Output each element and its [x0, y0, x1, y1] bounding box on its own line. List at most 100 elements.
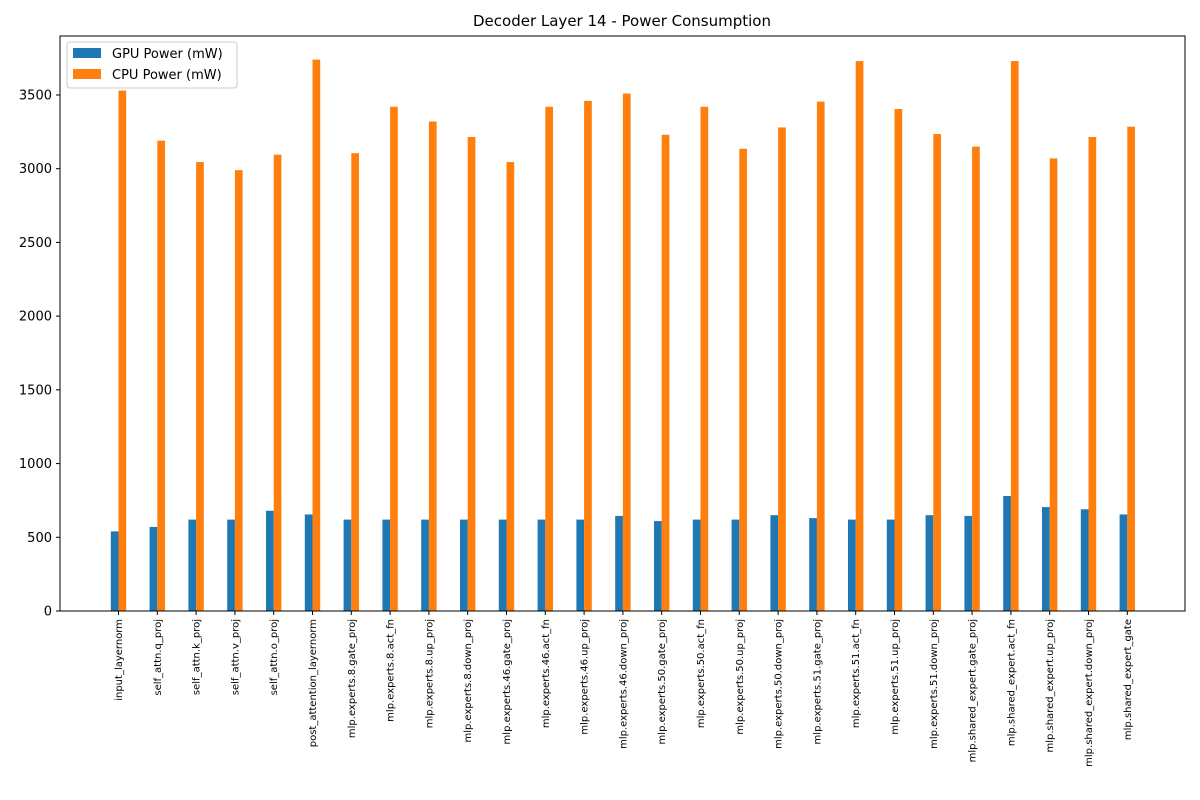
legend: GPU Power (mW) CPU Power (mW) — [66, 41, 238, 89]
gpu-bar-0 — [110, 531, 119, 611]
cpu-bar-23 — [1010, 61, 1019, 612]
gpu-bar-14 — [654, 521, 662, 611]
x-tick-label-12: mlp.experts.46.up_proj — [580, 619, 591, 735]
cpu-bar-24 — [1049, 158, 1058, 611]
gpu-bar-23 — [1003, 496, 1011, 611]
x-tick-label-7: mlp.experts.8.act_fn — [386, 619, 397, 722]
cpu-bar-18 — [816, 101, 825, 611]
x-tick-label-9: mlp.experts.8.down_proj — [463, 619, 474, 743]
gpu-bar-15 — [692, 519, 701, 611]
x-tick-label-14: mlp.experts.50.gate_proj — [657, 619, 668, 744]
cpu-bar-3 — [234, 170, 243, 611]
cpu-bar-10 — [506, 162, 515, 612]
x-tick-label-10: mlp.experts.46.gate_proj — [502, 619, 513, 744]
gpu-bar-21 — [925, 515, 934, 611]
x-tick-label-4: self_attn.o_proj — [269, 619, 280, 695]
x-tick-label-24: mlp.shared_expert.up_proj — [1045, 619, 1056, 753]
x-tick-label-6: mlp.experts.8.gate_proj — [347, 619, 358, 738]
gpu-bar-8 — [421, 519, 429, 611]
x-tick-label-2: self_attn.k_proj — [192, 619, 203, 695]
cpu-bar-21 — [933, 134, 941, 612]
y-tick-label-2: 1000 — [19, 457, 52, 472]
x-tick-label-26: mlp.shared_expert_gate — [1123, 619, 1134, 740]
gpu-bar-24 — [1042, 507, 1050, 611]
x-tick-label-0: input_layernorm — [114, 619, 125, 701]
cpu-bar-11 — [545, 106, 553, 612]
cpu-bar-0 — [118, 90, 127, 612]
y-tick-label-7: 3500 — [19, 88, 52, 103]
cpu-bar-15 — [700, 106, 709, 612]
bars-group — [110, 59, 1135, 612]
y-tick-label-6: 3000 — [19, 162, 52, 177]
cpu-bar-17 — [778, 127, 786, 612]
legend-swatch-0 — [73, 48, 101, 58]
x-tick-label-1: self_attn.q_proj — [153, 619, 164, 696]
gpu-bar-10 — [498, 519, 507, 611]
gpu-bar-4 — [266, 510, 274, 611]
cpu-bar-9 — [467, 136, 476, 611]
gpu-bar-26 — [1119, 514, 1128, 611]
gpu-bar-6 — [343, 519, 352, 611]
gpu-bar-13 — [615, 515, 623, 611]
gpu-bar-17 — [770, 515, 779, 611]
gpu-bar-11 — [537, 519, 546, 611]
x-tick-label-21: mlp.experts.51.down_proj — [929, 619, 940, 749]
legend-label-1: CPU Power (mW) — [112, 68, 222, 83]
x-tick-label-8: mlp.experts.8.up_proj — [424, 619, 435, 728]
y-tick-label-0: 0 — [44, 605, 52, 620]
gpu-bar-12 — [576, 519, 585, 611]
cpu-bar-22 — [972, 146, 980, 612]
cpu-bar-7 — [390, 106, 398, 612]
y-tick-label-4: 2000 — [19, 310, 52, 325]
cpu-bar-19 — [855, 61, 864, 612]
gpu-bar-25 — [1080, 509, 1089, 611]
x-tick-label-22: mlp.shared_expert.gate_proj — [968, 619, 979, 762]
cpu-bar-4 — [273, 154, 282, 611]
gpu-bar-20 — [886, 519, 895, 611]
gpu-bar-2 — [188, 519, 197, 611]
cpu-bar-25 — [1088, 136, 1097, 611]
x-axis: input_layernorm self_attn.q_proj self_attn… — [114, 611, 1134, 767]
gpu-bar-9 — [460, 519, 468, 611]
gpu-bar-1 — [149, 526, 158, 611]
cpu-bar-2 — [196, 162, 204, 612]
chart-title: Decoder Layer 14 - Power Consumption — [473, 12, 771, 30]
x-tick-label-15: mlp.experts.50.act_fn — [696, 619, 707, 728]
cpu-bar-20 — [894, 108, 903, 611]
x-tick-label-3: self_attn.v_proj — [230, 619, 241, 695]
cpu-bar-12 — [584, 100, 592, 611]
x-tick-label-20: mlp.experts.51.up_proj — [890, 619, 901, 735]
cpu-bar-1 — [157, 140, 165, 611]
gpu-bar-22 — [964, 515, 973, 611]
cpu-bar-8 — [428, 121, 437, 611]
cpu-bar-14 — [661, 134, 670, 612]
gpu-bar-5 — [304, 514, 313, 611]
gpu-bar-18 — [809, 518, 817, 611]
y-tick-label-3: 1500 — [19, 383, 52, 398]
gpu-bar-7 — [382, 519, 391, 611]
x-tick-label-17: mlp.experts.50.down_proj — [774, 619, 785, 749]
cpu-bar-13 — [622, 93, 631, 611]
x-tick-label-25: mlp.shared_expert.down_proj — [1084, 619, 1095, 767]
y-axis: 0 500 1000 1500 2000 2500 3000 3500 — [19, 88, 60, 620]
cpu-bar-26 — [1127, 126, 1135, 611]
x-tick-label-18: mlp.experts.51.gate_proj — [812, 619, 823, 744]
legend-label-0: GPU Power (mW) — [112, 47, 223, 62]
x-tick-label-11: mlp.experts.46.act_fn — [541, 619, 552, 728]
gpu-bar-3 — [227, 519, 235, 611]
x-tick-label-13: mlp.experts.46.down_proj — [618, 619, 629, 749]
gpu-bar-19 — [848, 519, 856, 611]
y-tick-label-1: 500 — [27, 531, 52, 546]
x-tick-label-23: mlp.shared_expert.act_fn — [1006, 619, 1017, 746]
x-tick-label-16: mlp.experts.50.up_proj — [735, 619, 746, 735]
legend-swatch-1 — [73, 69, 101, 79]
cpu-bar-5 — [312, 59, 321, 612]
legend-box — [66, 41, 238, 89]
y-tick-label-5: 2500 — [19, 236, 52, 251]
cpu-bar-16 — [739, 148, 747, 612]
x-tick-label-5: post_attention_layernorm — [308, 619, 319, 747]
cpu-bar-6 — [351, 153, 359, 611]
x-tick-label-19: mlp.experts.51.act_fn — [851, 619, 862, 728]
gpu-bar-16 — [731, 519, 740, 611]
